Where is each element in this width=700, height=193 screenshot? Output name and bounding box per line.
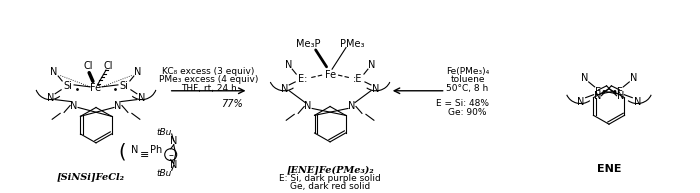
Text: N: N (349, 102, 356, 112)
Text: 50°C, 8 h: 50°C, 8 h (447, 84, 489, 93)
Text: KC₈ excess (3 equiv): KC₈ excess (3 equiv) (162, 67, 255, 76)
Text: N: N (285, 60, 292, 70)
Text: N: N (368, 60, 376, 70)
Text: Me₃P: Me₃P (296, 39, 321, 49)
Text: :E: :E (354, 74, 363, 84)
Text: THF, rt, 24 h: THF, rt, 24 h (181, 84, 237, 93)
Text: N: N (50, 67, 58, 77)
Text: N: N (170, 136, 177, 146)
Text: N: N (577, 96, 584, 107)
Text: N: N (114, 101, 122, 111)
Text: E:: E: (298, 74, 307, 84)
Text: Si: Si (64, 81, 73, 91)
Text: E = Si: 48%: E = Si: 48% (436, 99, 489, 108)
Text: [ENE]Fe(PMe₃)₂: [ENE]Fe(PMe₃)₂ (286, 165, 374, 174)
Text: toluene: toluene (450, 75, 485, 85)
Text: –: – (168, 150, 173, 160)
Text: ≡: ≡ (140, 150, 150, 160)
Text: tBu: tBu (156, 128, 172, 136)
Text: [SiNSi]FeCl₂: [SiNSi]FeCl₂ (57, 173, 125, 182)
Text: N: N (581, 73, 588, 83)
Text: PMe₃ excess (4 equiv): PMe₃ excess (4 equiv) (159, 75, 258, 85)
Text: N: N (594, 91, 601, 101)
Text: Ge: 90%: Ge: 90% (448, 108, 486, 117)
Text: E: Si, dark purple solid: E: Si, dark purple solid (279, 174, 381, 183)
Text: N: N (131, 145, 139, 155)
Text: N: N (281, 84, 288, 94)
Text: Ge, dark red solid: Ge, dark red solid (290, 182, 370, 190)
Text: tBu: tBu (156, 169, 172, 178)
Text: PMe₃: PMe₃ (340, 39, 364, 49)
Text: Fe(PMe₃)₄: Fe(PMe₃)₄ (446, 67, 489, 76)
Text: 77%: 77% (222, 99, 244, 108)
Text: N: N (372, 84, 379, 94)
Text: Fe: Fe (325, 70, 335, 80)
Text: N: N (617, 91, 624, 101)
Text: Fe: Fe (90, 83, 101, 93)
Text: N: N (138, 93, 146, 103)
Text: Ph: Ph (150, 145, 162, 155)
Text: •E: •E (611, 87, 623, 97)
Text: N: N (629, 73, 637, 83)
Text: Cl: Cl (103, 61, 113, 71)
Text: N: N (634, 96, 641, 107)
Text: Si: Si (120, 81, 128, 91)
Text: (: ( (118, 142, 126, 161)
Text: N: N (170, 160, 177, 170)
Text: N: N (46, 93, 54, 103)
Text: ENE: ENE (596, 164, 621, 174)
Text: Cl: Cl (83, 61, 93, 71)
Text: E•: E• (594, 87, 607, 97)
Text: N: N (71, 101, 78, 111)
Text: N: N (304, 102, 312, 112)
Text: N: N (134, 67, 141, 77)
